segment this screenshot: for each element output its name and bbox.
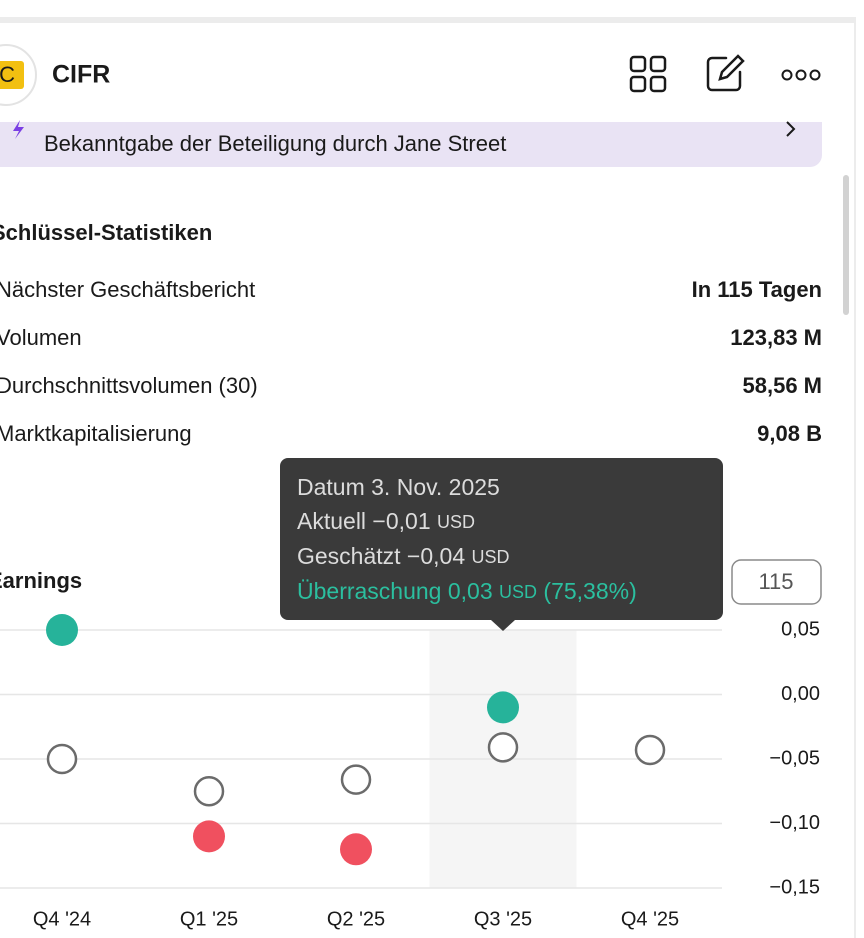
estimate-dot bbox=[487, 732, 519, 763]
stat-value: 58,56 M bbox=[743, 373, 823, 398]
tooltip-date: Datum 3. Nov. 2025 bbox=[297, 474, 500, 500]
news-banner[interactable] bbox=[0, 122, 822, 167]
chevron bbox=[786, 121, 796, 137]
tooltip-line: Überraschung 0,03 USD (75,38%) bbox=[297, 578, 637, 604]
stat-value: 123,83 M bbox=[730, 325, 822, 350]
x-tick-label: Q1 '25 bbox=[180, 908, 238, 930]
plot: −0,15 −0,10 −0,05 0,00 0,05 Q4 '24 Q1 '25 Q2 '2… bbox=[0, 614, 820, 930]
estimate-dot bbox=[340, 764, 372, 795]
stat-label: Nächster Geschäftsbericht bbox=[0, 277, 255, 302]
edit-icon[interactable] bbox=[706, 54, 745, 92]
stats-title: Schlüssel-Statistiken bbox=[0, 220, 212, 245]
tooltip-unit: USD bbox=[499, 582, 537, 602]
grid-icon[interactable] bbox=[629, 55, 667, 93]
right-border bbox=[854, 23, 856, 938]
x-tick-label: Q3 '25 bbox=[474, 908, 532, 930]
scrollbar bbox=[843, 175, 849, 315]
tooltip-line: Aktuell −0,01 USD bbox=[297, 508, 475, 534]
tooltip: Datum 3. Nov. 2025 Aktuell −0,01 USD Ges… bbox=[280, 458, 723, 631]
tooltip-box bbox=[280, 458, 723, 620]
stat-label: Marktkapitalisierung bbox=[0, 421, 192, 446]
badge-text: 115 bbox=[758, 569, 793, 594]
y-tick-label: 0,05 bbox=[781, 618, 820, 640]
tooltip-unit: USD bbox=[472, 547, 510, 567]
y-tick-label: −0,10 bbox=[769, 812, 820, 834]
stat-value: In 115 Tagen bbox=[692, 277, 822, 302]
tooltip-surprise: Überraschung 0,03 bbox=[297, 578, 493, 604]
tooltip-pointer bbox=[491, 620, 515, 631]
top-divider bbox=[0, 17, 856, 23]
y-tick-label: −0,15 bbox=[769, 876, 820, 898]
estimate-dot bbox=[193, 776, 225, 807]
stat-label: Volumen bbox=[0, 325, 82, 350]
stat-label: Durchschnittsvolumen (30) bbox=[0, 373, 258, 398]
tooltip-surprise-pct: (75,38%) bbox=[543, 578, 636, 604]
y-tick-label: 0,00 bbox=[781, 683, 820, 705]
tooltip-unit: USD bbox=[437, 512, 475, 532]
x-tick-label: Q2 '25 bbox=[327, 908, 385, 930]
actual-dot bbox=[487, 691, 519, 724]
more-icon[interactable] bbox=[781, 69, 821, 81]
actual-dot bbox=[193, 820, 225, 853]
ticker: CIFR bbox=[52, 61, 110, 89]
stats-table: Nächster Geschäftsbericht In 115 Tagen Vol… bbox=[0, 277, 822, 446]
badge[interactable] bbox=[731, 559, 822, 605]
estimate-dot bbox=[634, 734, 666, 766]
x-tick-label: Q4 '25 bbox=[621, 908, 679, 930]
bolt-icon bbox=[13, 120, 24, 139]
banner-text: Bekanntgabe der Beteiligung durch Jane S… bbox=[44, 131, 506, 156]
tooltip-line: Geschätzt −0,04 USD bbox=[297, 543, 510, 569]
logo-mark bbox=[0, 61, 24, 89]
x-tick-label: Q4 '24 bbox=[33, 908, 91, 930]
actual-dot bbox=[46, 614, 78, 646]
tooltip-estimate: Geschätzt −0,04 bbox=[297, 543, 465, 569]
estimate-dot bbox=[46, 743, 78, 775]
logo-letter: C bbox=[0, 62, 15, 87]
stat-value: 9,08 B bbox=[757, 421, 822, 446]
y-tick-label: −0,05 bbox=[769, 747, 820, 769]
actual-dot bbox=[340, 833, 372, 866]
chart-title: Earnings bbox=[0, 568, 82, 593]
tooltip-actual: Aktuell −0,01 bbox=[297, 508, 431, 534]
